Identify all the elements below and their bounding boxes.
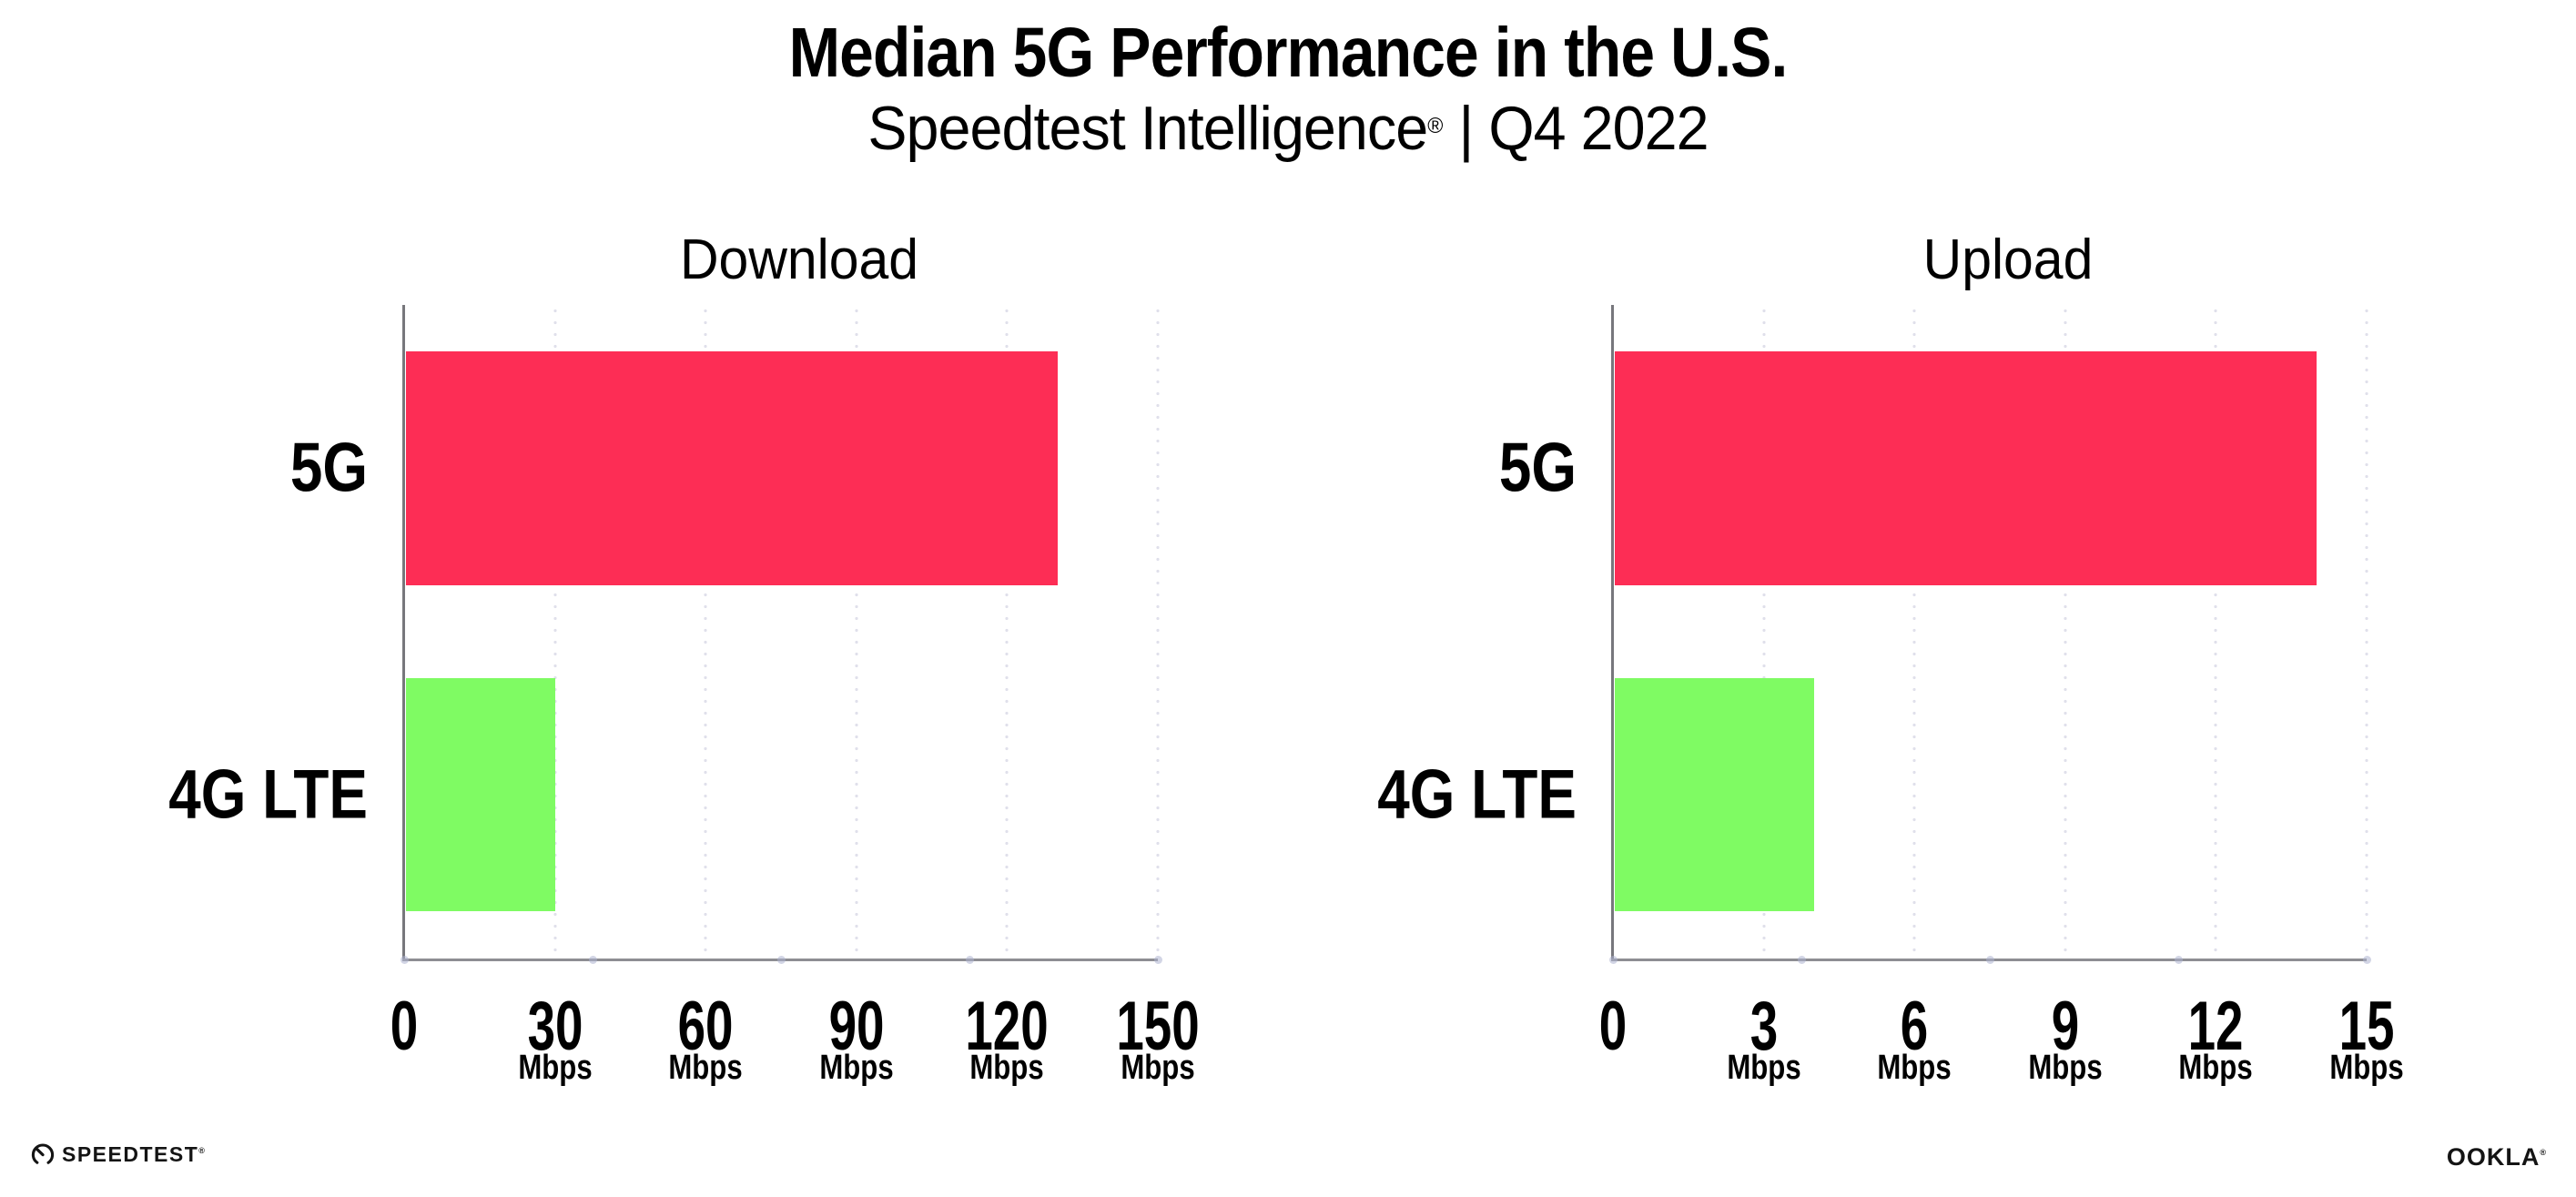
speedtest-wordmark-text: SPEEDTEST	[62, 1141, 199, 1166]
gauge-needle	[35, 1148, 45, 1157]
page-title: Median 5G Performance in the U.S.	[788, 14, 1789, 92]
x-tick-unit-label: Mbps	[2028, 1049, 2103, 1087]
axis-quarter-dot	[776, 956, 786, 964]
x-tick-unit-label: Mbps	[2178, 1049, 2254, 1087]
ookla-logo: OOKLA®	[2447, 1143, 2546, 1172]
gridline-30-mbps	[553, 305, 557, 959]
x-tick-label-90: 90	[828, 988, 885, 1065]
gridline-120-mbps	[1005, 305, 1009, 959]
y-axis-line	[1611, 305, 1614, 959]
speedtest-gauge-icon	[31, 1143, 55, 1166]
chart-header-upload: Upload	[1922, 228, 2094, 291]
gridline-9-mbps	[2063, 305, 2067, 959]
category-label-4g-lte: 4G LTE	[168, 756, 368, 834]
x-tick-unit-label: Mbps	[819, 1049, 894, 1087]
axis-quarter-dot	[1153, 956, 1162, 964]
x-tick-unit-label: Mbps	[517, 1049, 593, 1087]
x-tick-unit-label: Mbps	[1877, 1049, 1952, 1087]
x-tick-label-120: 120	[965, 988, 1050, 1065]
axis-quarter-dot	[2174, 956, 2183, 964]
page-subtitle: Speedtest Intelligence® | Q4 2022	[65, 93, 2512, 164]
gridline-150-mbps	[1156, 305, 1160, 959]
bar-download-4g-lte	[406, 678, 555, 911]
x-tick-label-60: 60	[677, 988, 734, 1065]
axis-quarter-dot	[1985, 956, 1994, 964]
registered-trademark-mark: ®	[1427, 114, 1444, 138]
x-tick-label-3: 3	[1749, 988, 1778, 1065]
gridline-15-mbps	[2365, 305, 2368, 959]
gridline-90-mbps	[854, 305, 858, 959]
bar-upload-5g	[1615, 351, 2317, 585]
subtitle-brand: Speedtest Intelligence	[867, 94, 1428, 163]
bar-download-5g	[406, 351, 1058, 585]
bar-upload-4g-lte	[1615, 678, 1814, 911]
ookla-registered-mark: ®	[2540, 1148, 2546, 1157]
x-tick-unit-label: Mbps	[1726, 1049, 1801, 1087]
axis-quarter-dot	[965, 956, 974, 964]
x-tick-label-0: 0	[1598, 988, 1628, 1065]
ookla-wordmark-text: OOKLA	[2446, 1143, 2541, 1171]
x-tick-unit-label: Mbps	[2329, 1049, 2404, 1087]
category-label-5g: 5G	[289, 429, 368, 507]
y-axis-line	[402, 305, 405, 959]
subtitle-separator: |	[1458, 94, 1474, 163]
axis-quarter-dot	[1608, 956, 1618, 964]
plot-upload	[1608, 305, 2371, 964]
speedtest-wordmark: SPEEDTEST®	[62, 1142, 205, 1167]
speedtest-logo: SPEEDTEST®	[30, 1141, 205, 1167]
x-tick-label-12: 12	[2187, 988, 2244, 1065]
x-tick-label-0: 0	[390, 988, 419, 1065]
axis-quarter-dot	[2362, 956, 2371, 964]
gridline-12-mbps	[2214, 305, 2218, 959]
axis-quarter-dot	[1797, 956, 1806, 964]
x-tick-label-150: 150	[1116, 988, 1200, 1065]
subtitle-period: Q4 2022	[1488, 94, 1709, 163]
axis-quarter-dot	[400, 956, 409, 964]
category-label-5g: 5G	[1498, 429, 1577, 507]
x-tick-label-30: 30	[527, 988, 583, 1065]
x-tick-unit-label: Mbps	[668, 1049, 743, 1087]
gridline-6-mbps	[1912, 305, 1917, 959]
gridline-3-mbps	[1761, 305, 1766, 959]
speedtest-registered-mark: ®	[198, 1145, 205, 1155]
x-tick-label-6: 6	[1900, 988, 1929, 1065]
plot-download	[400, 305, 1162, 964]
chart-header-download: Download	[680, 228, 918, 291]
x-tick-label-9: 9	[2051, 988, 2080, 1065]
x-tick-unit-label: Mbps	[1121, 1049, 1195, 1087]
category-label-4g-lte: 4G LTE	[1377, 756, 1577, 834]
gridline-60-mbps	[704, 305, 708, 959]
x-tick-label-15: 15	[2338, 988, 2395, 1065]
axis-quarter-dot	[588, 956, 597, 964]
x-tick-unit-label: Mbps	[969, 1049, 1045, 1087]
